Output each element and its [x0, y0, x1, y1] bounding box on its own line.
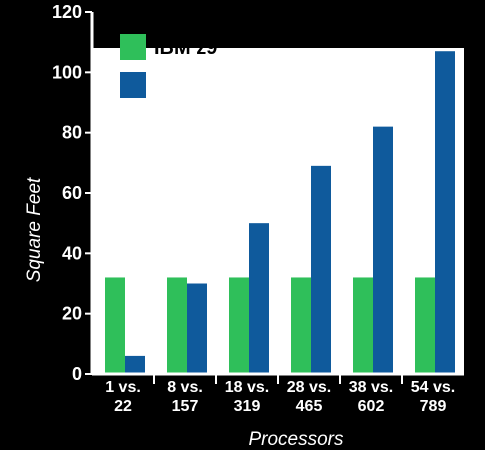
x-tick-label-4-line2: 465 — [296, 398, 323, 415]
y-tick-label-120: 120 — [52, 2, 82, 22]
legend-swatch-1 — [120, 34, 146, 60]
bars-group — [105, 51, 455, 374]
y-tick-label-0: 0 — [72, 364, 82, 384]
bar-series1-1 — [105, 277, 125, 374]
plot-area — [92, 48, 464, 374]
legend: IBM z9 — [120, 34, 217, 98]
bar-series1-4 — [291, 277, 311, 374]
x-tick-label-3-line2: 319 — [234, 398, 261, 415]
bar-series1-5 — [353, 277, 373, 374]
axes-group: 1 vs. 22 8 vs. 157 18 vs. 319 28 vs. 465 38 vs. 6… — [52, 2, 464, 415]
x-tick-label-5-line2: 602 — [358, 398, 385, 415]
bar-series2-6 — [435, 51, 455, 374]
y-tick-label-40: 40 — [62, 243, 82, 263]
bar-series2-2 — [187, 283, 207, 374]
x-tick-label-6-line1: 54 vs. — [411, 379, 455, 396]
x-tick-label-1-line2: 22 — [114, 398, 132, 415]
legend-label-1: IBM z9 — [154, 37, 217, 59]
y-axis-title: Square Feet — [24, 177, 45, 282]
bar-series2-4 — [311, 165, 331, 374]
x-axis-title: Processors — [248, 429, 344, 450]
x-tick-label-5-line1: 38 vs. — [349, 379, 393, 396]
y-tick-label-60: 60 — [62, 183, 82, 203]
bar-series2-5 — [373, 126, 393, 374]
y-tick-label-80: 80 — [62, 123, 82, 143]
x-tick-label-2-line1: 8 vs. — [167, 379, 203, 396]
x-tick-label-1-line1: 1 vs. — [105, 379, 141, 396]
legend-swatch-2 — [120, 72, 146, 98]
x-tick-label-2-line2: 157 — [172, 398, 199, 415]
bar-series2-1 — [125, 355, 145, 374]
y-tick-label-100: 100 — [52, 62, 82, 82]
bar-series1-3 — [229, 277, 249, 374]
bar-series2-3 — [249, 223, 269, 374]
y-tick-label-20: 20 — [62, 304, 82, 324]
bar-series1-2 — [167, 277, 187, 374]
x-tick-label-4-line1: 28 vs. — [287, 379, 331, 396]
bar-series1-6 — [415, 277, 435, 374]
x-tick-label-6-line2: 789 — [420, 398, 447, 415]
x-tick-label-3-line1: 18 vs. — [225, 379, 269, 396]
